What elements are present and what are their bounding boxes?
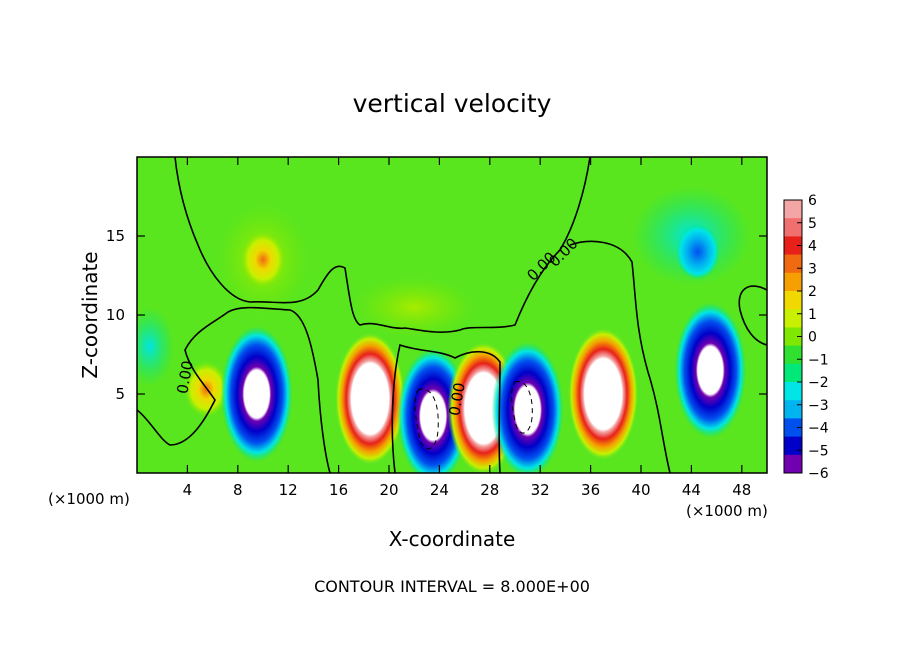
colorbar-swatch	[784, 291, 802, 310]
colorbar-tick-label: −1	[808, 352, 829, 368]
colorbar-swatch	[784, 200, 802, 219]
colorbar-swatch	[784, 272, 802, 292]
zero-contour-right	[569, 240, 671, 473]
negative-contours	[414, 380, 533, 450]
y-axis-ticks: 5 10 15	[106, 227, 767, 403]
colorbar-swatch	[784, 236, 802, 256]
x-tick-label: 44	[682, 481, 701, 499]
x-tick-label: 24	[430, 481, 449, 499]
y-tick-label: 15	[106, 227, 125, 245]
x-tick-label: 28	[480, 481, 499, 499]
x-tick-label: 32	[531, 481, 550, 499]
y-axis-label: Z-coordinate	[78, 251, 102, 378]
downdraft-cell	[675, 223, 720, 280]
x-axis-label: X-coordinate	[389, 527, 516, 551]
colorbar-tick-label: 5	[808, 216, 817, 232]
colorbar-tick-label: 6	[808, 193, 817, 209]
chart-title: vertical velocity	[353, 89, 552, 118]
x-unit-left: (×1000 m)	[48, 490, 130, 508]
y-tick-label: 5	[115, 385, 125, 403]
colorbar-tick-label: 3	[808, 261, 817, 277]
colorbar-tick-label: −2	[808, 375, 829, 391]
zero-contour-far-right	[738, 285, 767, 346]
colorbar-swatch	[784, 382, 802, 401]
contour-label: 0.00	[445, 381, 469, 417]
colorbar-tick-label: −5	[808, 443, 829, 459]
plot-area	[137, 157, 767, 473]
y-tick-label: 10	[106, 306, 125, 324]
colorbar-tick-label: 0	[808, 330, 817, 346]
x-tick-label: 20	[379, 481, 398, 499]
soft-patch	[354, 277, 475, 338]
colorbar-ticks: 6 5 4 3 2 1 0 −1 −2 −3 −4 −5 −6	[797, 193, 829, 482]
updraft-cell	[567, 326, 640, 462]
colorbar-swatch	[784, 345, 802, 365]
colorbar-swatch	[784, 363, 802, 383]
x-axis-ticks: 4 8 12 16 20 24 28 32 36 40 44 48	[183, 157, 751, 499]
x-tick-label: 4	[183, 481, 193, 499]
contour-label: 0.00	[173, 359, 197, 395]
x-tick-label: 36	[581, 481, 600, 499]
x-tick-label: 8	[233, 481, 243, 499]
zero-contour-mid	[391, 343, 501, 473]
updraft-cell	[334, 330, 407, 467]
colorbar-tick-label: −3	[808, 398, 829, 414]
colorbar-swatch	[784, 254, 802, 274]
x-unit-right: (×1000 m)	[686, 502, 768, 520]
colorbar-swatch	[784, 309, 802, 328]
zero-contour-low-left	[137, 306, 331, 473]
colorbar-tick-label: −6	[808, 466, 829, 482]
x-tick-label: 16	[329, 481, 348, 499]
field-features	[137, 186, 752, 473]
neg-contour-1	[414, 388, 439, 450]
colorbar-tick-label: 1	[808, 307, 817, 323]
colorbar-swatch	[784, 418, 802, 438]
colorbar-tick-label: 2	[808, 284, 817, 300]
colorbar-swatch	[784, 400, 802, 419]
neg-contour-2	[511, 380, 533, 434]
zero-contour-left	[174, 157, 591, 333]
x-tick-label: 48	[732, 481, 751, 499]
colorbar-swatch	[784, 327, 802, 347]
x-tick-label: 12	[279, 481, 298, 499]
downdraft-cell	[674, 302, 747, 439]
soft-patch	[137, 306, 175, 387]
colorbar-swatch	[784, 218, 802, 237]
colorbar-tick-label: 4	[808, 239, 817, 255]
x-tick-label: 40	[631, 481, 650, 499]
zero-contours	[137, 157, 767, 473]
downdraft-cell	[491, 341, 564, 473]
colorbar-tick-label: −4	[808, 421, 829, 437]
colorbar-swatch	[784, 454, 802, 474]
contour-interval-note: CONTOUR INTERVAL = 8.000E+00	[314, 577, 590, 596]
updraft-cell	[241, 231, 285, 288]
colorbar-swatch	[784, 436, 802, 456]
downdraft-cell	[220, 326, 293, 462]
